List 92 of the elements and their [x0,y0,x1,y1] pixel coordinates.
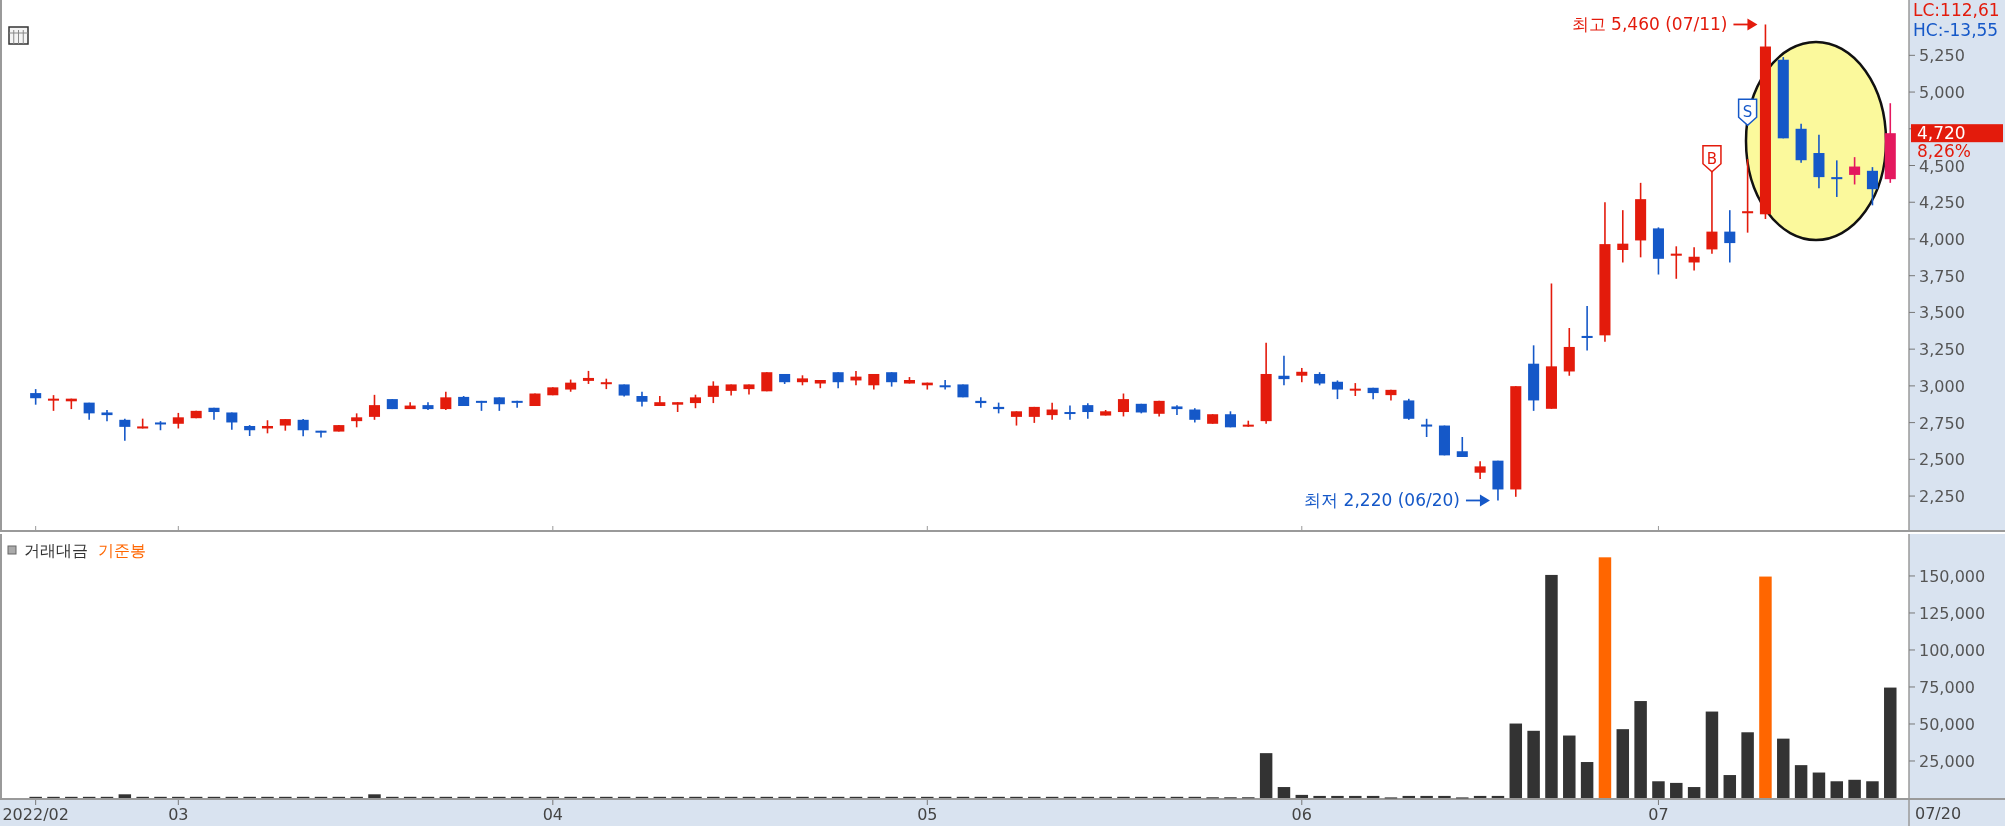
bar [118,794,132,798]
bar [1277,787,1291,798]
x-tick-label: 06 [1291,805,1312,824]
candlestick [707,380,719,404]
candlestick [1456,436,1468,458]
candlestick [1421,417,1433,438]
text: 기준봉 [98,541,146,560]
candlestick [511,400,523,409]
candlestick [975,396,987,409]
x-tick-label: 2022/02 [2,805,69,824]
candlestick [1581,305,1593,352]
bar [1527,730,1540,798]
bar [1420,795,1433,798]
bar [1705,711,1719,798]
bar [1563,735,1576,798]
bar [1366,795,1380,798]
bar [1473,795,1487,798]
candlestick [1064,404,1076,421]
y-tick-label: 2,250 [1919,487,1965,507]
candlestick [119,417,131,442]
candlestick [1349,382,1361,397]
bar [1741,732,1754,798]
bar [1259,753,1273,798]
y-tick-label: 3,500 [1919,303,1965,323]
bar [1652,781,1665,798]
candlestick [1849,156,1861,186]
bar [1830,781,1844,798]
candlestick [1617,209,1629,264]
candlestick [1403,398,1415,421]
annotation: S [1742,103,1753,122]
bar [1295,794,1309,798]
y-tick-label: 5,250 [1919,46,1965,66]
candlestick [1331,379,1343,400]
y-tick-label: 75,000 [1919,677,1975,697]
y-tick-label: 4,250 [1919,193,1965,213]
x-tick-label: 05 [917,805,938,824]
bar [1402,795,1416,798]
bar [1545,574,1558,798]
candlestick [1117,392,1129,418]
bar [1580,762,1594,798]
x-tick-label: 04 [542,805,563,824]
bar [1794,765,1808,798]
y-tick-label: 3,000 [1919,376,1965,396]
bar [1349,795,1362,798]
y-tick-label: 125,000 [1919,603,1986,623]
candlestick [939,379,951,391]
annotation: 최고 5,460 (07/11) [1571,14,1728,35]
bar [1491,795,1505,798]
bar [1634,701,1647,798]
candlestick [1866,166,1878,207]
y-tick-label: 25,000 [1919,751,1975,771]
y-tick-label: 4,000 [1919,229,1965,249]
bar [1812,772,1826,798]
x-tick-label: 07 [1648,805,1669,824]
bar [1616,729,1630,798]
bar [1866,781,1879,798]
candlestick [1670,245,1682,280]
candlestick [368,394,381,421]
x-tick-label: 03 [168,805,189,824]
text: LC:112,61 [1913,0,2000,20]
y-tick-label: 5,000 [1919,83,1965,103]
bar [1848,779,1861,798]
bar [368,794,381,798]
candlestick [1742,158,1754,234]
text: 거래대금 [24,541,88,560]
candlestick [315,429,327,439]
bar [1723,775,1737,798]
bar [1777,738,1790,798]
candlestick [1831,159,1843,198]
annotation: B [1706,149,1718,168]
bar [1687,787,1701,798]
bar [1598,557,1612,798]
bar [1331,795,1344,798]
y-tick-label: 150,000 [1919,566,1986,586]
bar [1313,795,1326,798]
text: HC:-13,55 [1913,20,1999,40]
y-tick-label: 3,750 [1919,266,1965,286]
y-tick-label: 50,000 [1919,714,1975,734]
bar [1670,782,1683,798]
text: 4,720 [1917,123,1966,144]
y-tick-label: 2,500 [1919,450,1965,470]
bar [1509,723,1523,798]
bar [1759,576,1772,798]
annotation: 최저 2,220 (06/20) [1304,490,1460,511]
text: 07/20 [1915,804,1962,823]
y-tick-label: 3,250 [1919,340,1965,360]
bar [1438,795,1451,798]
candlestick [440,390,452,411]
candlestick [1724,209,1736,264]
bar [1884,687,1897,798]
y-tick-label: 100,000 [1919,640,1986,660]
y-tick-label: 2,750 [1919,413,1965,433]
